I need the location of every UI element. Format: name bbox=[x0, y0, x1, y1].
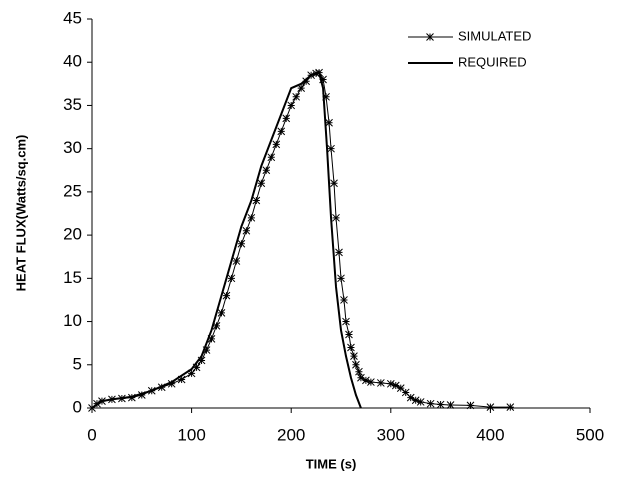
marker bbox=[212, 322, 221, 330]
marker bbox=[342, 317, 350, 326]
marker bbox=[222, 291, 231, 300]
marker bbox=[332, 213, 340, 222]
x-tick-label: 200 bbox=[277, 425, 305, 444]
marker bbox=[411, 396, 420, 405]
marker bbox=[272, 140, 281, 149]
marker bbox=[347, 343, 355, 352]
marker bbox=[367, 378, 375, 386]
y-tick-label: 25 bbox=[63, 181, 82, 200]
marker bbox=[297, 84, 306, 93]
y-tick-label: 20 bbox=[63, 225, 82, 244]
x-tick-label: 500 bbox=[576, 425, 604, 444]
marker bbox=[252, 196, 261, 205]
marker bbox=[247, 213, 256, 222]
marker bbox=[325, 118, 333, 127]
series-line bbox=[91, 72, 511, 409]
x-tick-label: 300 bbox=[377, 425, 405, 444]
x-tick-label: 0 bbox=[87, 425, 96, 444]
legend-label: REQUIRED bbox=[458, 54, 527, 69]
marker bbox=[401, 388, 410, 397]
marker bbox=[362, 376, 370, 385]
marker bbox=[426, 399, 435, 408]
y-tick-label: 40 bbox=[63, 52, 82, 71]
marker bbox=[340, 296, 348, 304]
marker bbox=[335, 248, 343, 257]
marker bbox=[287, 101, 296, 110]
marker bbox=[207, 334, 216, 343]
marker bbox=[137, 391, 146, 399]
marker bbox=[416, 398, 425, 406]
marker bbox=[355, 367, 363, 376]
marker bbox=[330, 179, 338, 188]
marker bbox=[446, 401, 455, 409]
marker bbox=[337, 274, 345, 283]
marker bbox=[406, 393, 415, 402]
marker bbox=[282, 114, 291, 123]
marker bbox=[322, 92, 330, 101]
y-tick-label: 10 bbox=[63, 311, 82, 330]
y-tick-label: 0 bbox=[73, 397, 82, 416]
marker bbox=[506, 403, 515, 411]
marker bbox=[486, 403, 495, 411]
marker bbox=[277, 127, 286, 136]
y-tick-label: 15 bbox=[63, 268, 82, 287]
legend-marker bbox=[426, 33, 434, 41]
marker bbox=[350, 352, 358, 360]
y-axis-title: HEAT FLUX(Watts/sq.cm) bbox=[13, 135, 28, 292]
marker bbox=[352, 360, 360, 369]
x-axis-title: TIME (s) bbox=[306, 456, 357, 471]
marker bbox=[345, 330, 353, 339]
marker bbox=[436, 400, 445, 409]
marker bbox=[327, 144, 335, 153]
marker bbox=[386, 379, 395, 388]
marker bbox=[292, 92, 301, 101]
marker bbox=[227, 274, 236, 283]
marker bbox=[466, 401, 475, 410]
marker bbox=[202, 346, 211, 354]
x-tick-label: 100 bbox=[177, 425, 205, 444]
marker bbox=[396, 384, 405, 392]
marker bbox=[357, 373, 365, 382]
x-tick-label: 400 bbox=[476, 425, 504, 444]
marker bbox=[302, 77, 310, 86]
y-tick-label: 30 bbox=[63, 138, 82, 157]
marker bbox=[267, 153, 276, 162]
marker bbox=[232, 257, 241, 265]
marker bbox=[187, 369, 196, 378]
marker bbox=[262, 166, 271, 175]
marker bbox=[391, 381, 400, 390]
series-line bbox=[91, 71, 362, 409]
marker bbox=[257, 179, 266, 188]
marker bbox=[319, 75, 327, 84]
marker bbox=[376, 379, 385, 387]
marker bbox=[242, 226, 251, 235]
y-tick-label: 35 bbox=[63, 95, 82, 114]
marker bbox=[167, 379, 176, 388]
marker bbox=[192, 363, 201, 372]
y-tick-label: 45 bbox=[63, 8, 82, 27]
marker bbox=[237, 239, 246, 248]
marker bbox=[177, 375, 186, 384]
marker bbox=[217, 309, 226, 317]
y-tick-label: 5 bbox=[73, 354, 82, 373]
marker bbox=[197, 356, 206, 365]
legend-label: SIMULATED bbox=[458, 28, 531, 43]
